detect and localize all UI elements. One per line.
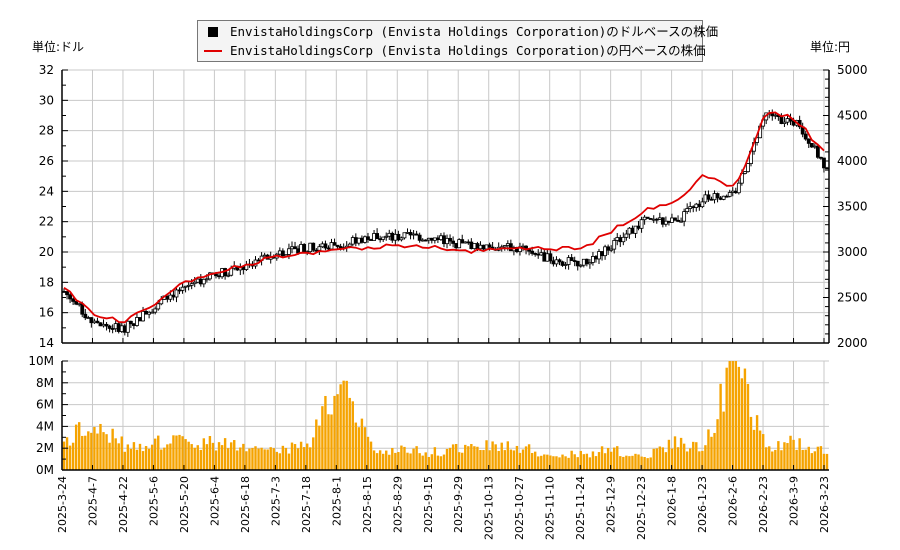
legend-usd-label: EnvistaHoldingsCorp (Envista Holdings Co… [230, 24, 719, 39]
svg-text:2026-2-23: 2026-2-23 [757, 476, 770, 533]
svg-text:2025-9-29: 2025-9-29 [452, 476, 465, 533]
svg-text:2025-6-4: 2025-6-4 [208, 476, 221, 526]
jpy-price-line [63, 111, 825, 324]
price-gridlines [61, 69, 829, 344]
svg-text:5000: 5000 [837, 63, 868, 77]
svg-text:18: 18 [39, 275, 54, 289]
svg-text:14: 14 [39, 336, 54, 350]
svg-text:32: 32 [39, 63, 54, 77]
svg-text:2025-11-10: 2025-11-10 [544, 476, 557, 540]
svg-text:16: 16 [39, 306, 54, 320]
svg-text:28: 28 [39, 124, 54, 138]
svg-text:2025-10-27: 2025-10-27 [513, 476, 526, 540]
svg-text:2025-9-15: 2025-9-15 [422, 476, 435, 533]
svg-text:8M: 8M [36, 376, 54, 390]
svg-text:2025-12-9: 2025-12-9 [605, 476, 618, 533]
svg-text:2025-8-15: 2025-8-15 [361, 476, 374, 533]
svg-text:2025-7-18: 2025-7-18 [300, 476, 313, 533]
svg-text:6M: 6M [36, 398, 54, 412]
svg-text:4500: 4500 [837, 109, 868, 123]
svg-text:2025-11-24: 2025-11-24 [574, 476, 587, 540]
right-axis-unit: 単位:円 [810, 40, 851, 54]
svg-text:2026-3-9: 2026-3-9 [788, 476, 801, 526]
svg-text:2025-8-29: 2025-8-29 [391, 476, 404, 533]
svg-text:22: 22 [39, 215, 54, 229]
svg-text:3500: 3500 [837, 200, 868, 214]
svg-text:24: 24 [39, 184, 54, 198]
svg-text:2025-5-6: 2025-5-6 [147, 476, 160, 526]
chart-axes [61, 69, 830, 471]
jpy-line-swatch-icon [204, 50, 222, 52]
svg-text:2026-3-23: 2026-3-23 [818, 476, 831, 533]
svg-text:2025-12-23: 2025-12-23 [635, 476, 648, 540]
svg-text:2026-2-6: 2026-2-6 [727, 476, 740, 526]
svg-text:2026-1-23: 2026-1-23 [696, 476, 709, 533]
usd-candlesticks [62, 109, 829, 337]
svg-text:2025-4-22: 2025-4-22 [117, 476, 130, 533]
svg-text:4000: 4000 [837, 154, 868, 168]
legend-item-usd: EnvistaHoldingsCorp (Envista Holdings Co… [206, 23, 718, 41]
svg-text:20: 20 [39, 245, 54, 259]
svg-text:26: 26 [39, 154, 54, 168]
svg-text:2000: 2000 [837, 336, 868, 350]
svg-text:2025-5-20: 2025-5-20 [178, 476, 191, 533]
svg-text:2025-7-3: 2025-7-3 [269, 476, 282, 526]
svg-text:30: 30 [39, 93, 54, 107]
left-axis-unit: 単位:ドル [32, 40, 85, 54]
chart-legend: EnvistaHoldingsCorp (Envista Holdings Co… [197, 20, 718, 62]
svg-text:4M: 4M [36, 419, 54, 433]
svg-text:2026-1-8: 2026-1-8 [666, 476, 679, 526]
svg-text:2M: 2M [36, 441, 54, 455]
svg-text:2025-3-24: 2025-3-24 [56, 476, 69, 533]
svg-text:2025-6-18: 2025-6-18 [239, 476, 252, 533]
svg-text:10M: 10M [28, 354, 54, 368]
svg-text:3000: 3000 [837, 245, 868, 259]
axis-tick-labels: 14 16 18 20 22 24 26 28 30 32 2000 2500 3000 3500 4000… [28, 63, 867, 540]
svg-text:2500: 2500 [837, 291, 868, 305]
legend-jpy-label: EnvistaHoldingsCorp (Envista Holdings Co… [230, 43, 706, 58]
svg-text:0M: 0M [36, 463, 54, 477]
usd-candle-swatch-icon [208, 27, 218, 37]
svg-text:2025-10-13: 2025-10-13 [483, 476, 496, 540]
volume-bars [62, 361, 829, 470]
svg-text:2025-8-1: 2025-8-1 [330, 476, 343, 526]
svg-text:2025-4-7: 2025-4-7 [86, 476, 99, 526]
legend-item-jpy: EnvistaHoldingsCorp (Envista Holdings Co… [204, 42, 706, 60]
